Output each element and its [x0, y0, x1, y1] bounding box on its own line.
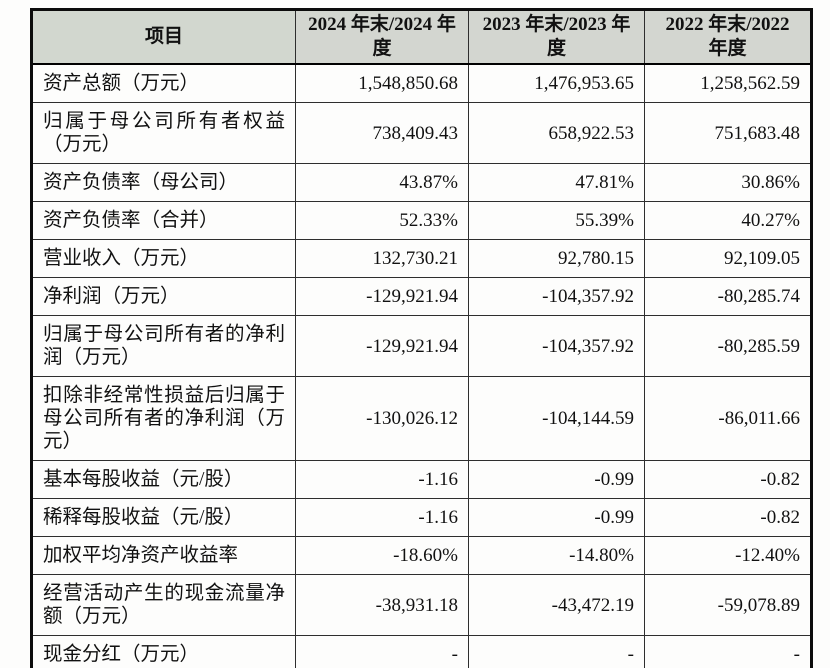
table-row: 基本每股收益（元/股） -1.16 -0.99 -0.82	[31, 460, 812, 499]
cell-value: -129,921.94	[295, 277, 469, 316]
row-label: 净利润（万元）	[31, 277, 296, 316]
cell-value: 1,258,562.59	[644, 63, 812, 103]
cell-value: -0.82	[644, 460, 812, 499]
cell-value: -	[295, 635, 469, 668]
row-label: 资产总额（万元）	[31, 63, 296, 103]
table-row: 加权平均净资产收益率 -18.60% -14.80% -12.40%	[31, 536, 812, 575]
cell-value: -0.99	[468, 498, 645, 537]
row-label: 扣除非经常性损益后归属于母公司所有者的净利润（万元）	[31, 376, 296, 461]
cell-value: -38,931.18	[295, 574, 469, 636]
cell-value: -80,285.59	[644, 315, 812, 377]
table-row: 净利润（万元） -129,921.94 -104,357.92 -80,285.74	[31, 277, 812, 316]
row-label: 归属于母公司所有者的净利润（万元）	[31, 315, 296, 377]
cell-value: 92,780.15	[468, 239, 645, 278]
table-row: 稀释每股收益（元/股） -1.16 -0.99 -0.82	[31, 498, 812, 537]
cell-value: -59,078.89	[644, 574, 812, 636]
cell-value: -14.80%	[468, 536, 645, 575]
cell-value: -12.40%	[644, 536, 812, 575]
cell-value: -80,285.74	[644, 277, 812, 316]
cell-value: 658,922.53	[468, 102, 645, 164]
table-body: 资产总额（万元） 1,548,850.68 1,476,953.65 1,258,56…	[31, 63, 812, 668]
cell-value: -	[468, 635, 645, 668]
row-label: 加权平均净资产收益率	[31, 536, 296, 575]
financial-table-container: 项目 2024 年末/2024 年 度 2023 年末/2023 年 度 2022 年…	[30, 8, 813, 668]
row-label: 稀释每股收益（元/股）	[31, 498, 296, 537]
cell-value: -104,357.92	[468, 315, 645, 377]
cell-value: -	[644, 635, 812, 668]
cell-value: 40.27%	[644, 201, 812, 240]
cell-value: 751,683.48	[644, 102, 812, 164]
cell-value: -86,011.66	[644, 376, 812, 461]
cell-value: -0.99	[468, 460, 645, 499]
table-row: 归属于母公司所有者的净利润（万元） -129,921.94 -104,357.92-…	[31, 315, 812, 377]
cell-value: -43,472.19	[468, 574, 645, 636]
cell-value: 92,109.05	[644, 239, 812, 278]
cell-value: 43.87%	[295, 163, 469, 202]
table-row: 经营活动产生的现金流量净额（万元） -38,931.18 -43,472.19 -59…	[31, 574, 812, 636]
cell-value: -1.16	[295, 498, 469, 537]
column-header-period-3: 2022 年末/2022 年度	[644, 9, 812, 65]
table-row: 资产总额（万元） 1,548,850.68 1,476,953.65 1,258,56…	[31, 63, 812, 103]
column-header-period-2: 2023 年末/2023 年 度	[468, 9, 645, 65]
cell-value: -130,026.12	[295, 376, 469, 461]
cell-value: 1,476,953.65	[468, 63, 645, 103]
row-label: 营业收入（万元）	[31, 239, 296, 278]
cell-value: -129,921.94	[295, 315, 469, 377]
cell-value: 738,409.43	[295, 102, 469, 164]
cell-value: 1,548,850.68	[295, 63, 469, 103]
table-row: 资产负债率（合并） 52.33% 55.39% 40.27%	[31, 201, 812, 240]
table-row: 扣除非经常性损益后归属于母公司所有者的净利润（万元） -130,026.12 -10…	[31, 376, 812, 461]
column-header-item: 项目	[31, 9, 296, 65]
cell-value: -0.82	[644, 498, 812, 537]
cell-value: 47.81%	[468, 163, 645, 202]
table-row: 资产负债率（母公司） 43.87% 47.81% 30.86%	[31, 163, 812, 202]
header-row: 项目 2024 年末/2024 年 度 2023 年末/2023 年 度 2022 年…	[31, 9, 812, 65]
cell-value: 132,730.21	[295, 239, 469, 278]
row-label: 归属于母公司所有者权益（万元）	[31, 102, 296, 164]
column-header-period-1: 2024 年末/2024 年 度	[295, 9, 469, 65]
row-label: 经营活动产生的现金流量净额（万元）	[31, 574, 296, 636]
row-label: 基本每股收益（元/股）	[31, 460, 296, 499]
cell-value: -104,144.59	[468, 376, 645, 461]
cell-value: -104,357.92	[468, 277, 645, 316]
row-label: 资产负债率（母公司）	[31, 163, 296, 202]
table-row: 现金分红（万元） - - -	[31, 635, 812, 668]
cell-value: -18.60%	[295, 536, 469, 575]
table-row: 营业收入（万元） 132,730.21 92,780.15 92,109.05	[31, 239, 812, 278]
financial-summary-table: 项目 2024 年末/2024 年 度 2023 年末/2023 年 度 2022 年…	[30, 8, 813, 668]
row-label: 现金分红（万元）	[31, 635, 296, 668]
cell-value: 30.86%	[644, 163, 812, 202]
row-label: 资产负债率（合并）	[31, 201, 296, 240]
cell-value: 55.39%	[468, 201, 645, 240]
cell-value: -1.16	[295, 460, 469, 499]
table-row: 归属于母公司所有者权益（万元） 738,409.43 658,922.53 751,6…	[31, 102, 812, 164]
cell-value: 52.33%	[295, 201, 469, 240]
